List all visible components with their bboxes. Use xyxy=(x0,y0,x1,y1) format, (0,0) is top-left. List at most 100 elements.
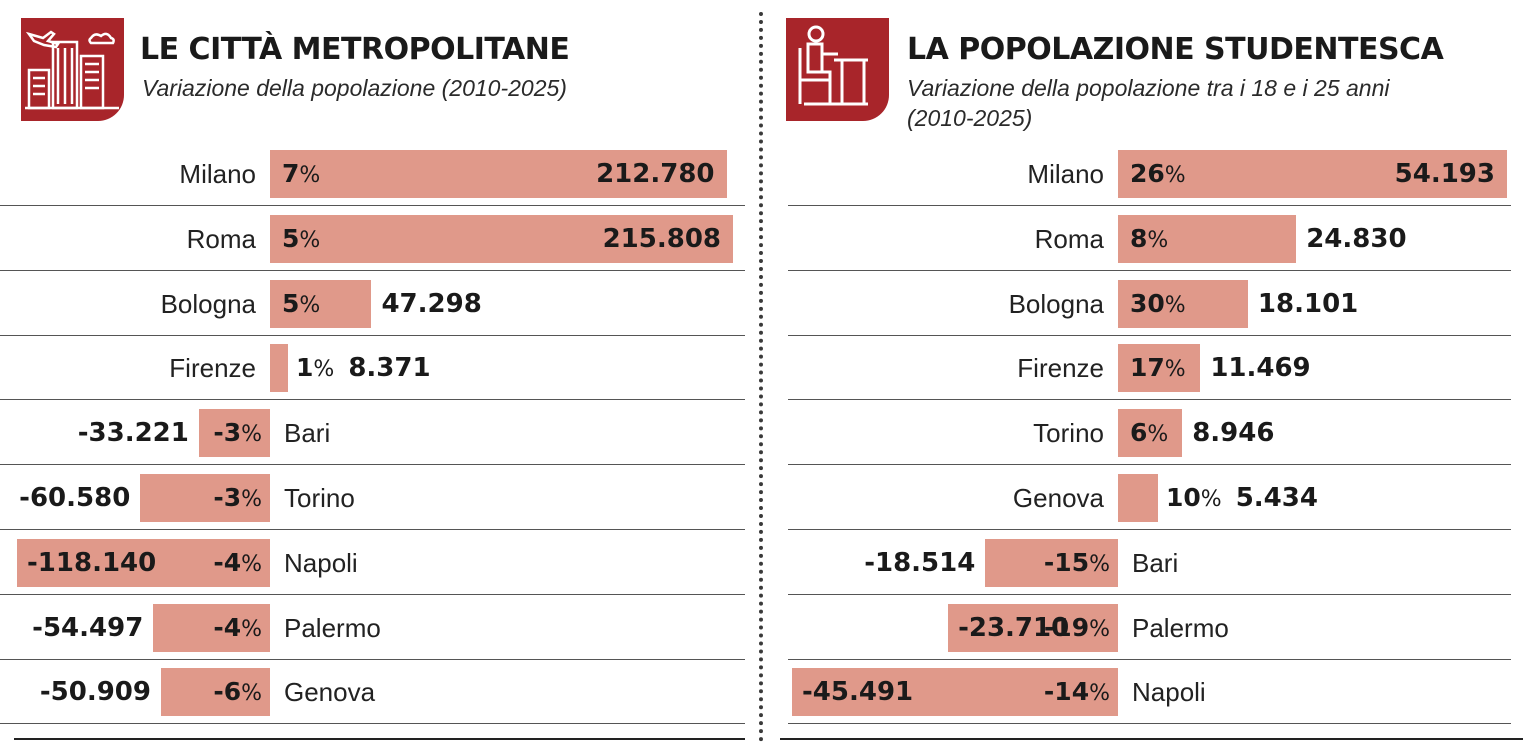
student-at-desk-icon xyxy=(786,18,889,121)
percent-value: 5 xyxy=(282,288,300,318)
bar xyxy=(17,538,270,587)
chart-subtitle: Variazione della popolazione tra i 18 e … xyxy=(907,75,1390,131)
bar-value-label: 24.830 xyxy=(1306,223,1407,254)
percent-value: 26 xyxy=(1130,159,1165,188)
bar xyxy=(792,668,1118,717)
bar-percent-label: 1% xyxy=(296,336,334,400)
city-label: Palermo xyxy=(284,612,381,643)
row-separator xyxy=(0,529,745,530)
bottom-rule xyxy=(780,738,1523,740)
row-separator xyxy=(788,464,1511,466)
bar-value-label: -54.497 xyxy=(32,612,144,643)
bar-percent-label: 17% xyxy=(1130,336,1186,400)
percent-value: -4 xyxy=(213,547,242,577)
bar-percent-label: 6% xyxy=(1130,401,1168,465)
percent-value: 7 xyxy=(282,159,300,188)
bar-value-label: -33.221 xyxy=(77,418,189,449)
bar xyxy=(1118,474,1158,522)
percent-value: 1 xyxy=(296,353,314,383)
percent-unit: % xyxy=(241,551,262,577)
row-separator xyxy=(0,593,745,595)
row-separator xyxy=(788,334,1511,336)
row-separator xyxy=(788,205,1511,206)
city-label: Roma xyxy=(186,223,256,254)
bar-row: Napoli -14% -45.491 xyxy=(788,660,1511,725)
row-separator xyxy=(0,658,745,660)
bar-value-label: 47.298 xyxy=(381,288,482,319)
bar-row: Genova -6% -50.909 xyxy=(0,660,745,725)
percent-unit: % xyxy=(313,357,335,383)
bar-percent-label: -4% xyxy=(213,596,262,660)
percent-value: -15 xyxy=(1043,547,1090,577)
percent-unit: % xyxy=(299,292,321,318)
bar-percent-label: 7% xyxy=(282,142,320,206)
percent-value: -6 xyxy=(213,677,242,707)
bar-row: Genova 10% 5.434 xyxy=(788,466,1511,530)
row-separator xyxy=(788,723,1511,725)
bar xyxy=(270,344,288,393)
bar-row: Torino -3% -60.580 xyxy=(0,466,745,530)
percent-unit: % xyxy=(1089,681,1110,707)
bar-value-label: -18.514 xyxy=(864,547,976,578)
student-population-panel: LA POPOLAZIONE STUDENTESCA Variazione de… xyxy=(770,0,1523,742)
row-separator xyxy=(788,658,1511,660)
percent-unit: % xyxy=(241,422,262,448)
percent-value: 17 xyxy=(1130,353,1165,383)
bar xyxy=(270,214,733,263)
bar-row: Bari -3% -33.221 xyxy=(0,401,745,466)
bar xyxy=(198,409,270,458)
row-separator xyxy=(0,399,745,401)
percent-unit: % xyxy=(1147,422,1169,448)
percent-value: -3 xyxy=(213,418,242,448)
row-separator xyxy=(0,464,745,466)
bar-percent-label: -6% xyxy=(213,660,262,724)
percent-unit: % xyxy=(299,227,321,253)
percent-value: -19 xyxy=(1043,612,1090,642)
bar-percent-label: -3% xyxy=(213,401,262,465)
percent-value: -14 xyxy=(1043,677,1090,707)
percent-value: 10 xyxy=(1166,483,1201,512)
city-label: Napoli xyxy=(284,547,358,578)
city-label: Firenze xyxy=(1017,353,1104,384)
percent-unit: % xyxy=(1147,227,1169,253)
bar-row: Roma 5% 215.808 xyxy=(0,207,745,271)
bar-value-label: 18.101 xyxy=(1257,288,1359,319)
bottom-rule xyxy=(14,738,745,740)
percent-unit: % xyxy=(1164,163,1186,188)
bar-percent-label: -19% xyxy=(1044,596,1110,660)
bar-row: Bologna 30% 18.101 xyxy=(788,272,1511,336)
city-label: Bologna xyxy=(1008,288,1104,319)
student-population-bar-chart: Milano 26% 54.193 Roma 8% 24.830 Bologna 30% 18.… xyxy=(788,142,1511,727)
city-label: Torino xyxy=(1033,418,1104,449)
row-separator xyxy=(788,529,1511,530)
bar-row: Napoli -4% -118.140 xyxy=(0,531,745,595)
bar xyxy=(1118,214,1297,263)
bar-value-label: -118.140 xyxy=(27,547,157,578)
percent-unit: % xyxy=(241,616,262,642)
city-buildings-icon xyxy=(21,18,124,121)
percent-value: -3 xyxy=(213,483,242,512)
bar-percent-label: -4% xyxy=(213,531,262,595)
percent-value: 5 xyxy=(282,223,300,253)
bar-row: Bologna 5% 47.298 xyxy=(0,272,745,336)
bar-row: Firenze 1% 8.371 xyxy=(0,336,745,401)
bar-row: Roma 8% 24.830 xyxy=(788,207,1511,271)
bar-value-label: 8.371 xyxy=(348,353,431,384)
percent-value: -4 xyxy=(213,612,242,642)
bar-value-label: 5.434 xyxy=(1235,483,1318,513)
bar-row: Bari -15% -18.514 xyxy=(788,531,1511,595)
percent-value: 30 xyxy=(1130,288,1165,318)
bar xyxy=(985,538,1118,587)
bar-value-label: -50.909 xyxy=(39,677,151,708)
percent-unit: % xyxy=(241,681,262,707)
bar-value-label: -23.710 xyxy=(958,612,1070,643)
bar-row: Palermo -19% -23.710 xyxy=(788,596,1511,660)
percent-unit: % xyxy=(1089,551,1110,577)
percent-value: 6 xyxy=(1130,418,1148,448)
bar xyxy=(1118,409,1183,458)
metro-cities-panel: LE CITTÀ METROPOLITANE Variazione della … xyxy=(0,0,760,742)
dotted-divider xyxy=(759,12,763,742)
chart-title: LA POPOLAZIONE STUDENTESCA xyxy=(907,32,1444,67)
city-label: Bari xyxy=(1132,547,1179,578)
bar-row: Palermo -4% -54.497 xyxy=(0,596,745,660)
